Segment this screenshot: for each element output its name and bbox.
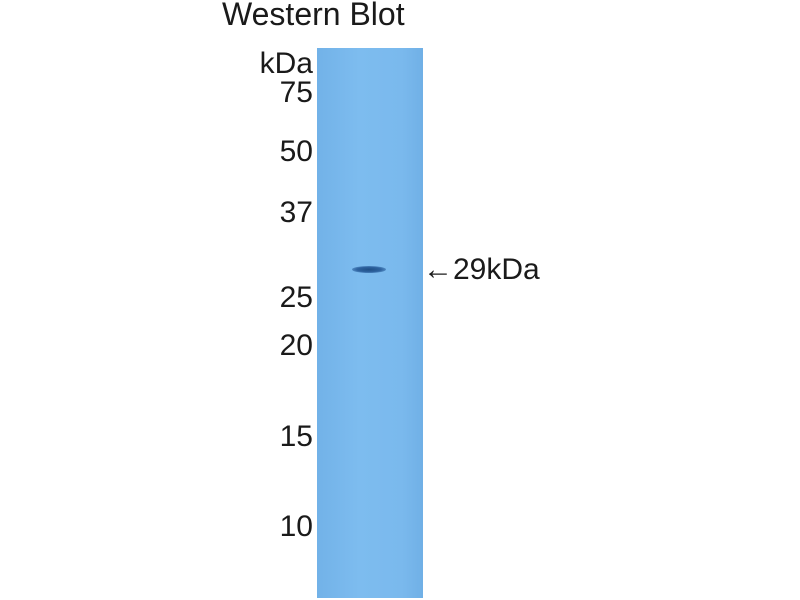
marker-20: 20 (279, 329, 313, 362)
marker-37: 37 (279, 196, 313, 229)
blot-lane (317, 48, 423, 598)
marker-15: 15 (279, 420, 313, 453)
marker-75: 75 (279, 76, 313, 109)
unit-label: kDa (259, 47, 313, 80)
marker-50: 50 (279, 135, 313, 168)
figure-title: Western Blot (222, 0, 405, 32)
marker-25: 25 (279, 281, 313, 314)
marker-10: 10 (279, 510, 313, 543)
band-size-label: ←29kDa (423, 253, 540, 286)
protein-band (352, 266, 386, 273)
